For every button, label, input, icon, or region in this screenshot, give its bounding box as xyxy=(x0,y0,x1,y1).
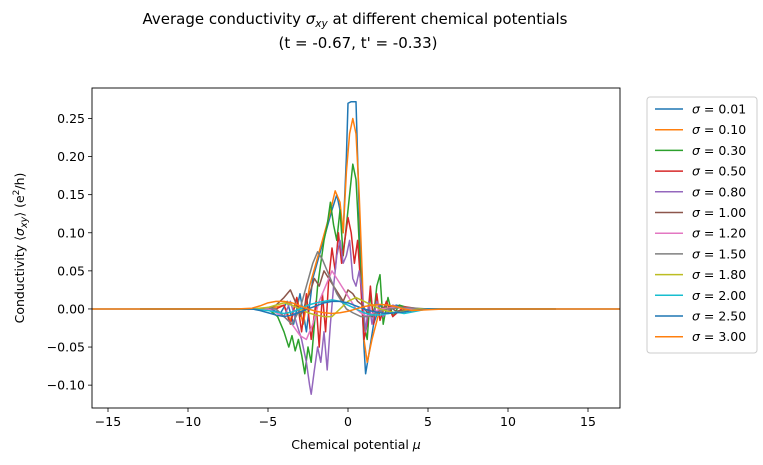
x-tick-label: −10 xyxy=(175,414,201,429)
series-line-10 xyxy=(92,300,620,318)
legend-label: σ = 0.01 xyxy=(692,102,746,117)
legend-label: σ = 2.50 xyxy=(692,309,746,324)
legend-label: σ = 3.00 xyxy=(692,329,746,344)
y-tick-label: 0.20 xyxy=(57,149,85,164)
x-tick-label: 15 xyxy=(580,414,596,429)
y-tick-label: 0.05 xyxy=(57,263,85,278)
x-tick-label: 10 xyxy=(500,414,516,429)
x-axis-label: Chemical potential μ xyxy=(291,437,421,452)
legend-label: σ = 1.00 xyxy=(692,205,746,220)
y-axis-label: Conductivity ⟨σxy⟩ (e2/h) xyxy=(12,173,30,324)
legend-label: σ = 0.10 xyxy=(692,122,746,137)
y-tick-label: −0.10 xyxy=(47,378,85,393)
plot-frame xyxy=(91,87,621,409)
legend-label: σ = 0.50 xyxy=(692,164,746,179)
y-tick-label: 0.00 xyxy=(57,301,85,316)
x-tick-label: 5 xyxy=(424,414,432,429)
y-tick-label: 0.25 xyxy=(57,111,85,126)
legend-label: σ = 2.00 xyxy=(692,288,746,303)
legend-label: σ = 1.80 xyxy=(692,267,746,282)
series-line-11 xyxy=(92,300,620,315)
y-tick-label: 0.10 xyxy=(57,225,85,240)
chart-title-line-1: Average conductivity σxy at different ch… xyxy=(143,10,568,30)
x-tick-label: −5 xyxy=(259,414,277,429)
y-axis-ticks: −0.10 −0.05 0.00 0.05 0.10 0.15 0.20 0.25 xyxy=(47,111,92,393)
y-tick-label: 0.15 xyxy=(57,187,85,202)
legend: σ = 0.01 σ = 0.10 σ = 0.30 σ = 0.50 σ = 0.80… xyxy=(655,102,746,344)
legend-label: σ = 1.20 xyxy=(692,226,746,241)
series-line-2 xyxy=(140,163,556,375)
x-axis-ticks: −15 −10 −5 0 5 10 15 xyxy=(95,408,596,429)
legend-label: σ = 0.30 xyxy=(692,143,746,158)
series-lines xyxy=(92,100,620,396)
chart-title-line-2: (t = -0.67, t' = -0.33) xyxy=(279,34,438,52)
y-tick-label: −0.05 xyxy=(47,340,85,355)
x-tick-label: −15 xyxy=(95,414,121,429)
legend-box xyxy=(646,96,758,354)
legend-label: σ = 1.50 xyxy=(692,246,746,261)
legend-label: σ = 0.80 xyxy=(692,184,746,199)
x-tick-label: 0 xyxy=(344,414,352,429)
